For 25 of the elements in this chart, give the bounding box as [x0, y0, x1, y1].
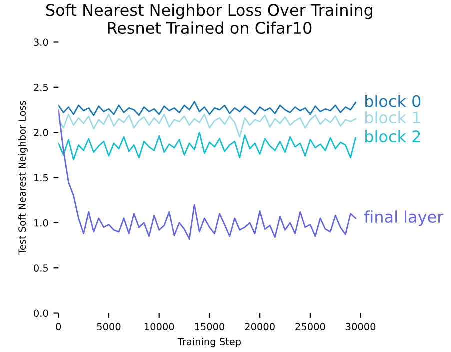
x-tick-label: 15000: [195, 323, 225, 331]
line-series: [58, 109, 356, 240]
x-tick-label: 30000: [346, 323, 376, 331]
line-series: [58, 132, 356, 160]
x-tick-label: 25000: [296, 323, 326, 331]
series-label: block 0: [366, 95, 421, 108]
series-label: final layer: [364, 210, 444, 226]
y-tick-label: 0.0: [34, 310, 48, 318]
y-tick-label: 3.0: [34, 38, 48, 46]
x-tick-label: 20000: [245, 323, 275, 331]
y-tick-label: 2.5: [34, 84, 48, 92]
chart-title: Soft Nearest Neighbor Loss Over Training Resnet Trained on Cifar10: [46, 4, 373, 34]
line-series: [58, 114, 356, 138]
x-tick-label: 10000: [144, 323, 174, 331]
y-tick-label: 2.0: [34, 129, 48, 136]
series-label: block 2: [366, 130, 420, 143]
x-tick-label: 5000: [97, 323, 121, 331]
x-tick-label: 0: [56, 323, 62, 331]
y-tick-label: 0.5: [34, 264, 48, 272]
y-tick-label: 1.0: [34, 219, 48, 227]
series-label: block 1: [366, 111, 420, 124]
x-axis-title: Training Step: [178, 338, 241, 348]
y-axis-title: Test Soft Nearest Neighbor Loss: [18, 101, 28, 255]
y-tick-label: 1.5: [34, 174, 48, 182]
line-series: [58, 101, 356, 116]
